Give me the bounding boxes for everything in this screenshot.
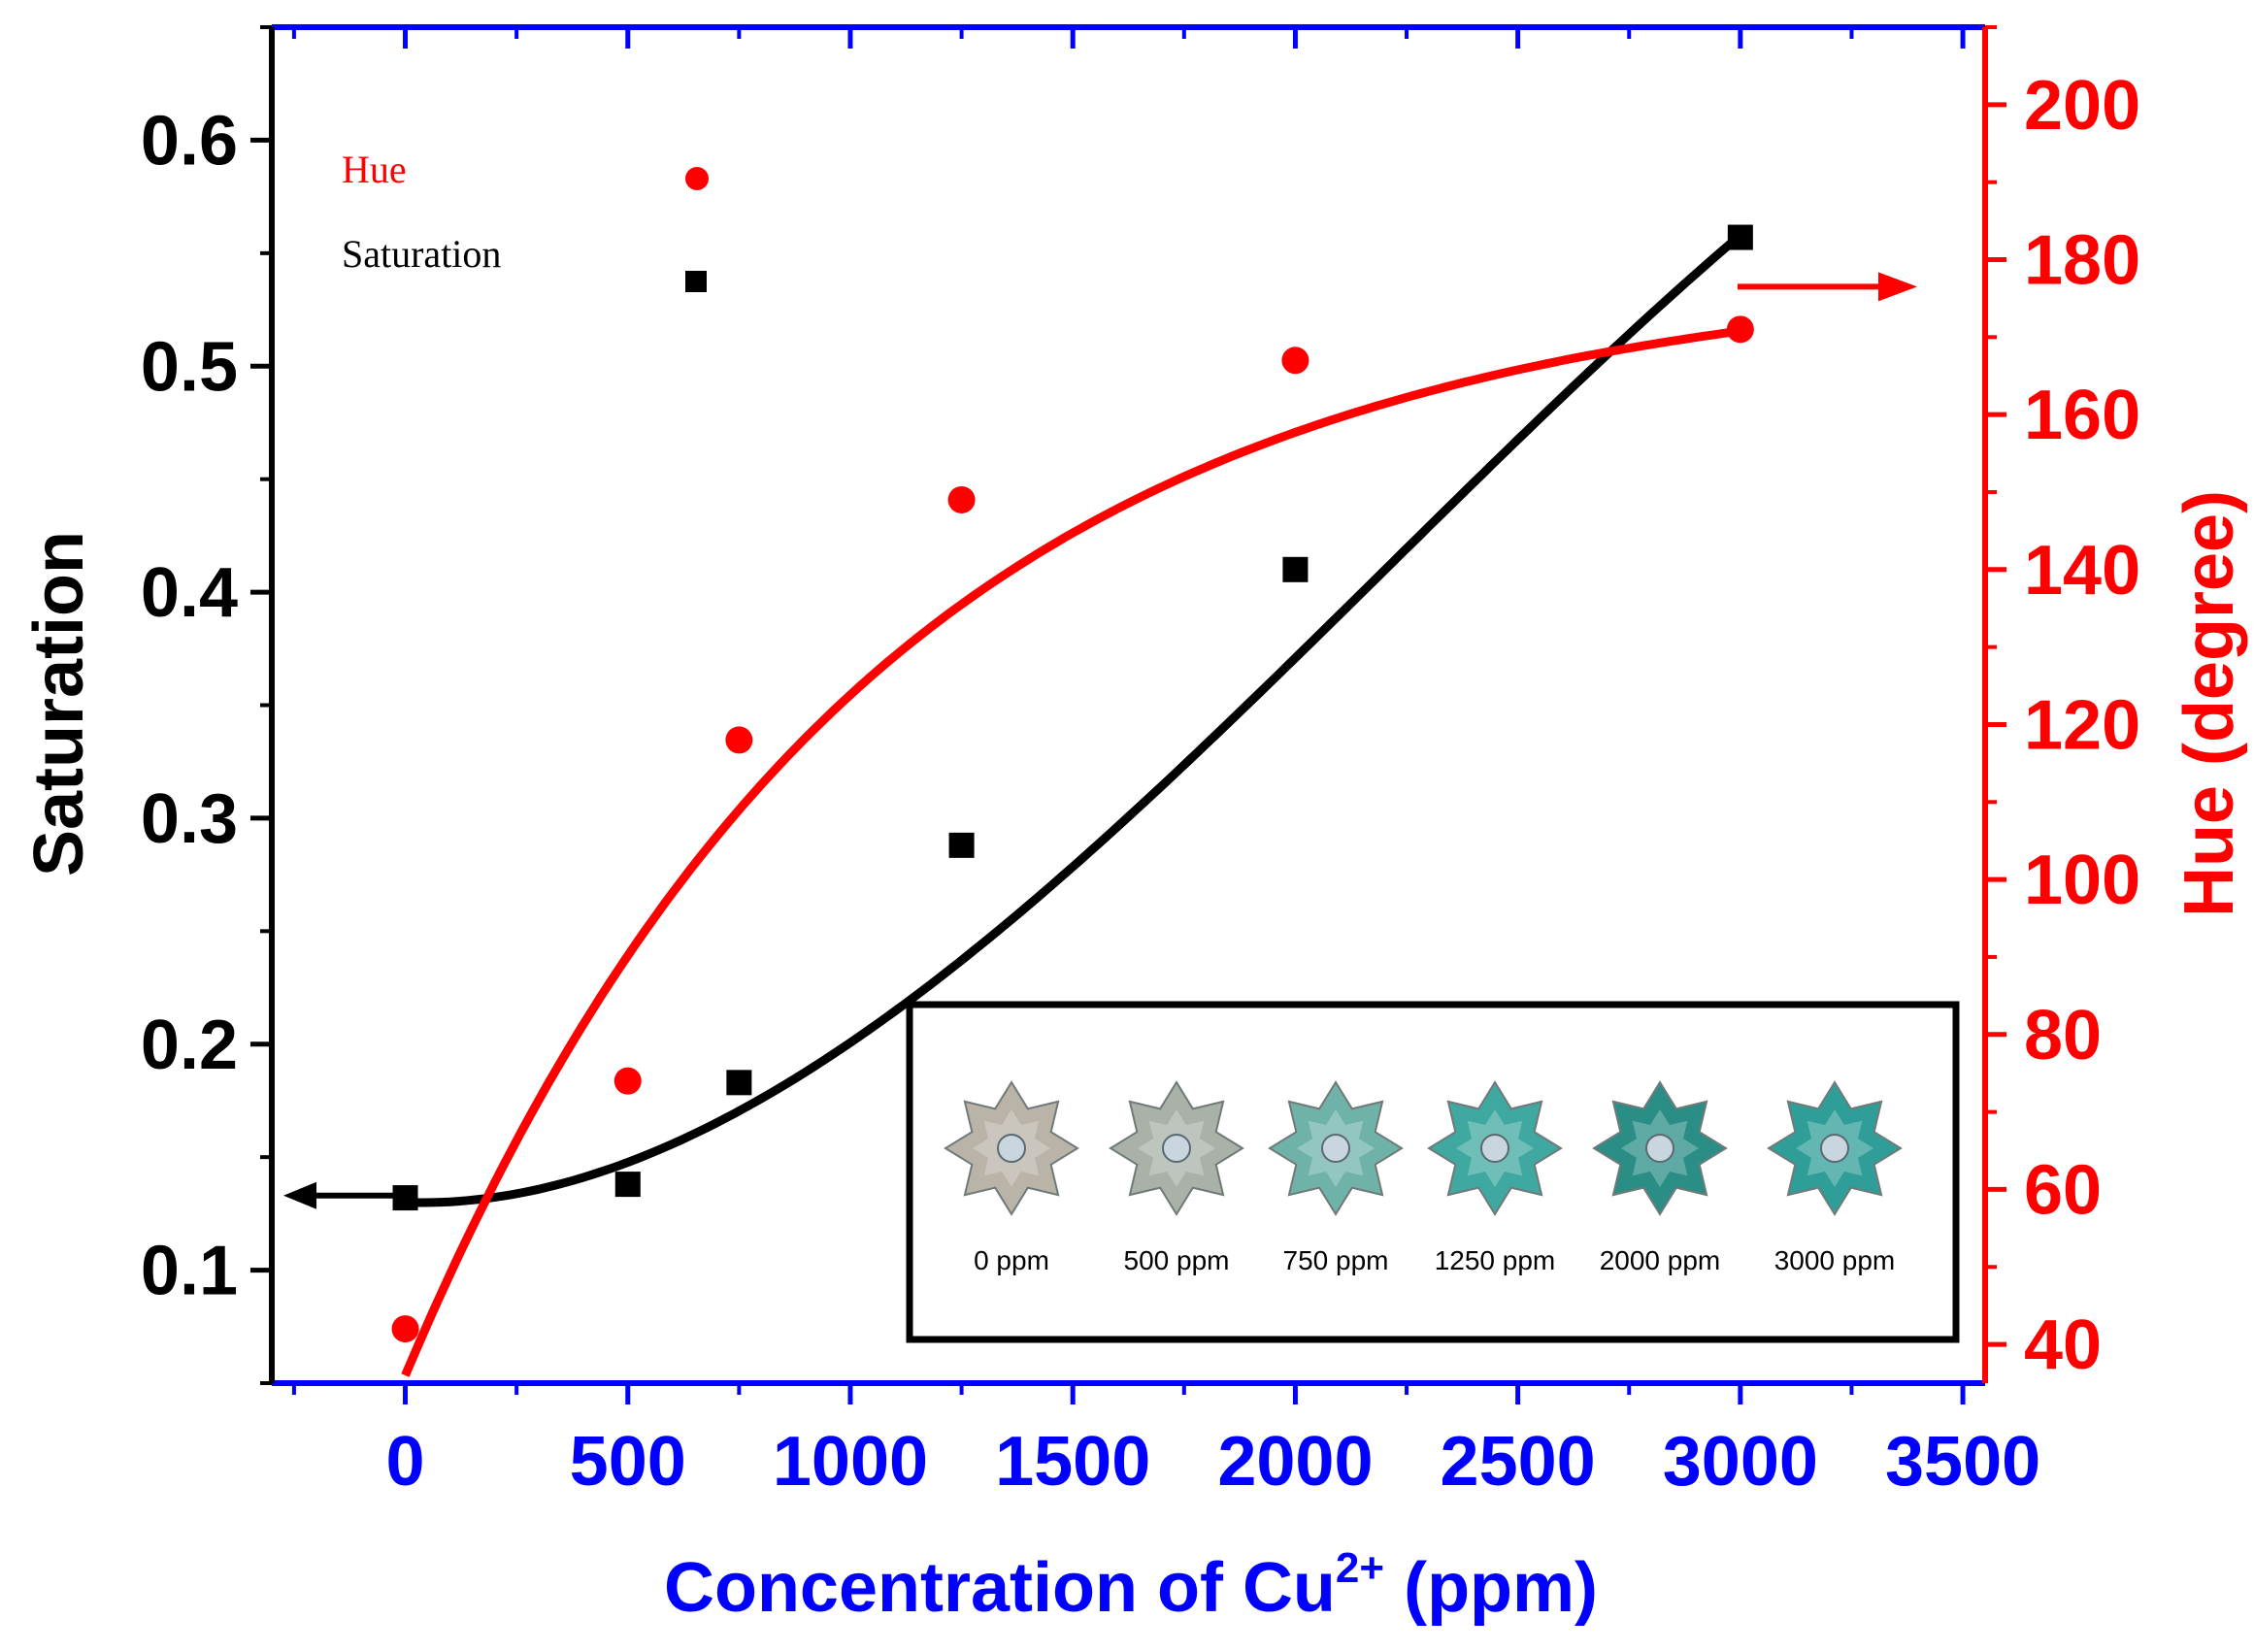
flower-center-bead <box>997 1134 1026 1163</box>
axis-titles: Saturation Hue (degree) Concentration of… <box>20 490 2248 1627</box>
hue-point <box>613 1067 642 1095</box>
saturation-point <box>948 832 975 858</box>
flower-center-bead <box>1820 1134 1849 1163</box>
y-right-tick-label: 160 <box>2024 377 2140 454</box>
flower-center-bead <box>1480 1134 1509 1163</box>
x-axis-title: Concentration of Cu2+ (ppm) <box>664 1544 1598 1627</box>
fit-curves <box>401 231 1743 1377</box>
y-right-tick-label: 80 <box>2024 997 2102 1074</box>
x-tick-label: 0 <box>386 1423 425 1501</box>
legend-label-hue: Hue <box>342 148 407 191</box>
axis-arrows <box>283 272 1917 1209</box>
x-tick-label: 3500 <box>1885 1423 2040 1501</box>
saturation-fit-curve <box>405 231 1743 1207</box>
y-right-tick-label: 180 <box>2024 221 2140 299</box>
hue-fit-curve <box>401 326 1741 1377</box>
y-right-tick-label: 60 <box>2024 1151 2102 1229</box>
x-tick-label: 1000 <box>773 1423 928 1501</box>
y-left-tick-label: 0.2 <box>141 1007 238 1084</box>
y-left-tick-label: 0.6 <box>141 102 238 180</box>
y-left-tick-label: 0.3 <box>141 780 238 858</box>
y-left-tick-label: 0.4 <box>141 554 238 632</box>
legend-marker-hue <box>685 167 709 190</box>
hue-point <box>725 726 753 754</box>
inset-concentration-label: 750 ppm <box>1283 1245 1389 1275</box>
flower-center-bead <box>1162 1134 1191 1163</box>
hue-point <box>1281 347 1309 375</box>
saturation-point <box>614 1172 641 1198</box>
y-left-tick-label: 0.1 <box>141 1233 238 1310</box>
legend: Hue Saturation <box>342 148 709 292</box>
y-right-tick-label: 40 <box>2024 1306 2102 1384</box>
flower-center-bead <box>1645 1134 1674 1163</box>
saturation-axis-arrow-head <box>283 1181 316 1209</box>
inset-concentration-label: 0 ppm <box>974 1245 1049 1275</box>
y-right-axis-title: Hue (degree) <box>2171 490 2248 917</box>
x-tick-label: 500 <box>570 1423 686 1501</box>
y-left-axis-title: Saturation <box>20 531 98 876</box>
inset-concentration-label: 500 ppm <box>1124 1245 1230 1275</box>
y-right-tick-label: 120 <box>2024 686 2140 764</box>
legend-label-saturation: Saturation <box>342 232 501 276</box>
y-left-tick-label: 0.5 <box>141 328 238 406</box>
x-tick-label: 3000 <box>1663 1423 1818 1501</box>
inset-concentration-label: 1250 ppm <box>1435 1245 1556 1275</box>
x-tick-label: 2000 <box>1217 1423 1373 1501</box>
y-right-tick-label: 200 <box>2024 67 2140 145</box>
hue-point <box>1726 315 1754 344</box>
flower-center-bead <box>1321 1134 1350 1163</box>
axis-ticks: 0 500 1000 1500 2000 2500 3000 3500 0.1 0.2 0.3 0.4… <box>141 25 2140 1501</box>
y-right-tick-label: 100 <box>2024 842 2140 919</box>
x-tick-label: 2500 <box>1441 1423 1596 1501</box>
inset-concentration-label: 2000 ppm <box>1600 1245 1721 1275</box>
saturation-point <box>1727 224 1753 250</box>
saturation-point <box>1282 556 1309 582</box>
x-axis-title-suffix: (ppm) <box>1384 1549 1598 1627</box>
hue-point <box>947 485 976 513</box>
x-tick-label: 1500 <box>995 1423 1150 1501</box>
inset-frame <box>906 1001 1960 1343</box>
legend-marker-saturation <box>685 271 707 292</box>
inset-photos: 0 ppm 500 ppm 750 ppm 1250 ppm 2000 ppm 3000 … <box>906 1001 1960 1343</box>
hue-point <box>391 1315 419 1343</box>
x-axis-title-superscript: 2+ <box>1336 1544 1384 1592</box>
x-axis-title-main: Concentration of Cu <box>664 1549 1336 1627</box>
saturation-point <box>726 1070 752 1096</box>
inset-concentration-label: 3000 ppm <box>1774 1245 1896 1275</box>
hue-axis-arrow-head <box>1878 272 1917 302</box>
y-right-tick-label: 140 <box>2024 532 2140 610</box>
